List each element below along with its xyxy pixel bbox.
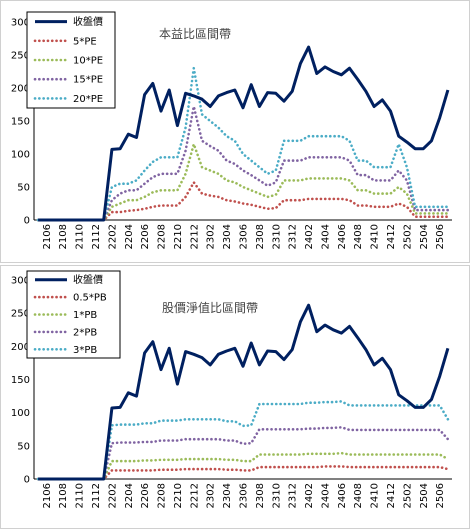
legend-box: [26, 11, 116, 109]
x-tick-label: 2306: [239, 224, 250, 249]
series-line-4: [36, 400, 450, 481]
series-line-0: [38, 303, 450, 481]
series-line-1: [36, 465, 450, 481]
series-line-2: [36, 142, 450, 222]
x-tick-label: 2202: [107, 483, 118, 508]
y-tick-label: 300: [11, 276, 30, 287]
x-tick-label: 2106: [42, 224, 53, 249]
x-tick-label: 2408: [353, 224, 364, 249]
y-tick-label: 300: [11, 18, 30, 29]
x-tick-label: 2502: [402, 224, 413, 249]
x-tick-label: 2408: [353, 483, 364, 508]
x-tick-label: 2208: [157, 224, 168, 249]
chart-title: 本益比區間帶: [159, 27, 231, 41]
x-tick-label: 2406: [337, 224, 348, 249]
x-tick-label: 2206: [140, 224, 151, 249]
x-tick-label: 2112: [91, 224, 102, 249]
x-tick-label: 2506: [435, 483, 446, 508]
legend-label-1: 5*PE: [73, 36, 97, 47]
y-tick-label: 150: [11, 375, 30, 386]
x-tick-label: 2306: [239, 483, 250, 508]
legend-label-3: 2*PB: [73, 327, 97, 338]
x-tick-label: 2212: [189, 483, 200, 508]
x-tick-label: 2504: [419, 224, 430, 249]
y-tick-label: 0: [24, 216, 30, 227]
x-tick-label: 2308: [255, 483, 266, 508]
legend-label-0: 收盤價: [73, 273, 103, 286]
panel-frame: [0, 0, 470, 263]
x-tick-label: 2106: [42, 483, 53, 508]
x-tick-label: 2402: [304, 483, 315, 508]
series-line-0: [38, 45, 450, 222]
y-tick-label: 150: [11, 117, 30, 128]
x-tick-label: 2202: [107, 224, 118, 249]
x-tick-label: 2504: [419, 483, 430, 508]
panel-frame: [0, 265, 470, 529]
y-tick-label: 100: [11, 408, 30, 419]
x-tick-label: 2204: [124, 483, 135, 508]
x-tick-label: 2212: [189, 224, 200, 249]
x-tick-label: 2108: [58, 483, 69, 508]
legend-label-2: 10*PE: [73, 56, 103, 67]
x-tick-label: 2108: [58, 224, 69, 249]
x-tick-label: 2210: [173, 224, 184, 249]
x-tick-label: 2406: [337, 483, 348, 508]
x-tick-label: 2308: [255, 224, 266, 249]
y-tick-label: 50: [17, 183, 30, 194]
legend: 收盤價 5*PE 10*PE 15*PE 20*PE: [26, 11, 116, 109]
x-tick-label: 2302: [206, 483, 217, 508]
x-tick-label: 2502: [402, 483, 413, 508]
y-tick-label: 100: [11, 150, 30, 161]
series-line-2: [36, 451, 450, 481]
x-tick-label: 2206: [140, 483, 151, 508]
x-tick-label: 2506: [435, 224, 446, 249]
y-tick-label: 250: [11, 51, 30, 62]
legend-label-0: 收盤價: [73, 15, 103, 28]
legend: 收盤價 0.5*PB 1*PB 2*PB 3*PB: [26, 270, 121, 359]
x-tick-label: 2410: [370, 224, 381, 249]
x-tick-label: 2110: [75, 224, 86, 249]
series-line-3: [36, 425, 450, 481]
x-tick-label: 2310: [271, 483, 282, 508]
x-tick-label: 2310: [271, 224, 282, 249]
x-tick-label: 2112: [91, 483, 102, 508]
y-tick-label: 250: [11, 309, 30, 320]
y-tick-label: 0: [24, 475, 30, 486]
legend-label-1: 0.5*PB: [73, 293, 107, 304]
legend-label-2: 1*PB: [73, 310, 97, 321]
x-tick-label: 2312: [288, 483, 299, 508]
y-tick-label: 200: [11, 342, 30, 353]
x-tick-label: 2204: [124, 224, 135, 249]
x-tick-label: 2302: [206, 224, 217, 249]
x-tick-label: 2412: [386, 483, 397, 508]
x-tick-label: 2404: [320, 483, 331, 508]
x-tick-label: 2410: [370, 483, 381, 508]
x-tick-label: 2402: [304, 224, 315, 249]
x-tick-label: 2312: [288, 224, 299, 249]
x-tick-label: 2110: [75, 483, 86, 508]
legend-label-4: 20*PE: [73, 94, 103, 105]
x-tick-label: 2208: [157, 483, 168, 508]
chart-panel-2: 0 50 100 150 200 250 300 2106 2108 2110 2112 2202 22…: [0, 265, 470, 529]
x-tick-label: 2412: [386, 224, 397, 249]
legend-label-4: 3*PB: [73, 345, 97, 356]
y-tick-label: 50: [17, 441, 30, 452]
x-tick-label: 2304: [222, 483, 233, 508]
x-tick-label: 2304: [222, 224, 233, 249]
legend-label-3: 15*PE: [73, 75, 103, 86]
x-tick-label: 2210: [173, 483, 184, 508]
x-tick-label: 2404: [320, 224, 331, 249]
y-tick-label: 200: [11, 84, 30, 95]
chart-title: 股價淨值比區間帶: [162, 300, 258, 315]
chart-panel-1: 0 50 100 150 200 250 300 2106 2108 2110 2112 2202 22…: [0, 0, 470, 263]
